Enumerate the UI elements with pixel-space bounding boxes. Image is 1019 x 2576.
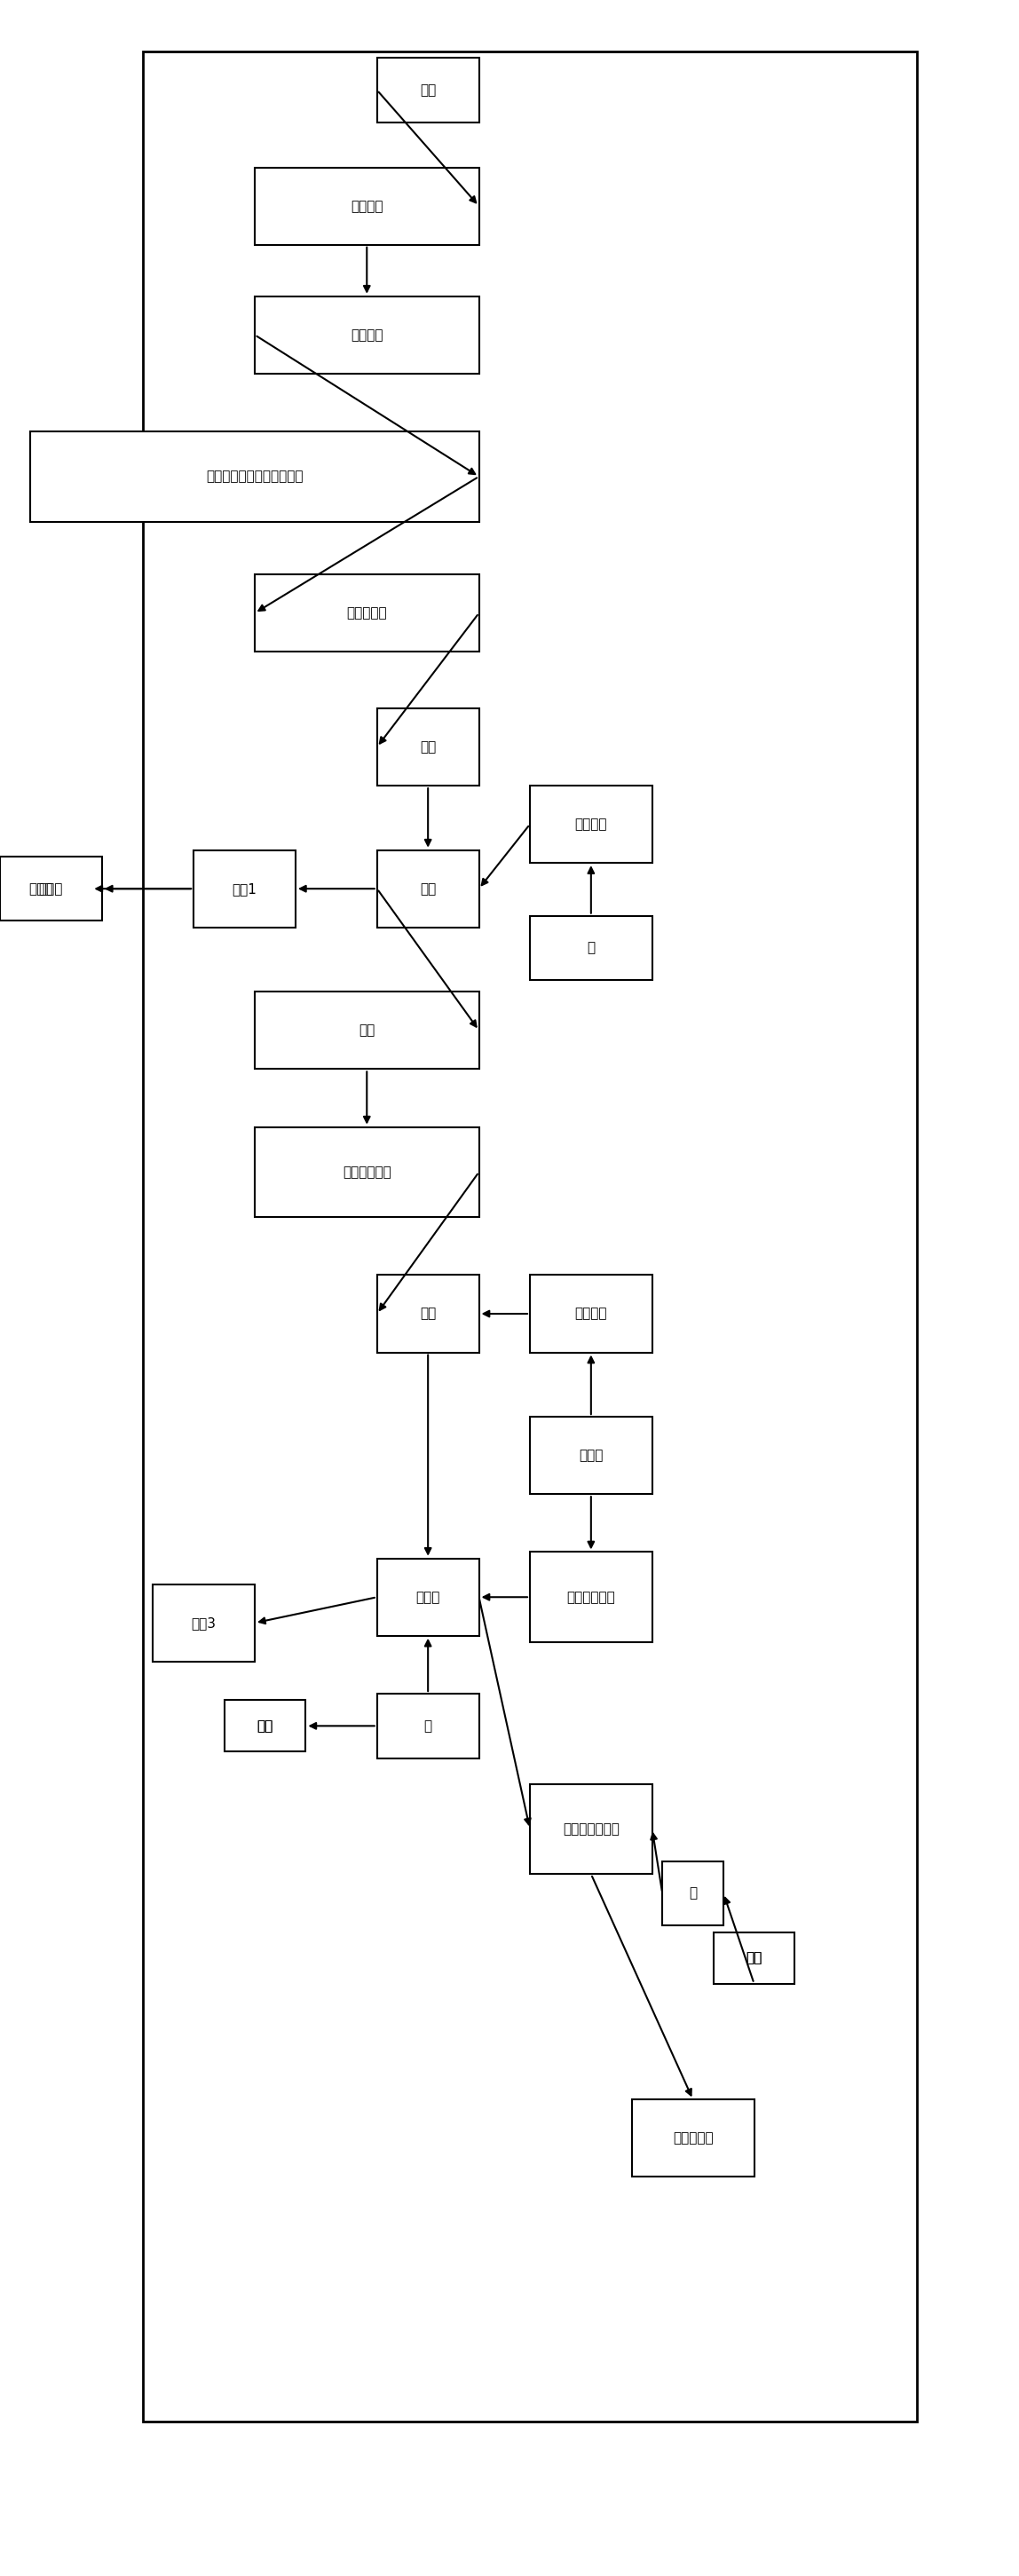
Text: 有机肥: 有机肥 bbox=[29, 881, 53, 896]
FancyBboxPatch shape bbox=[377, 1275, 479, 1352]
Text: 星均合并: 星均合并 bbox=[575, 1306, 607, 1321]
FancyBboxPatch shape bbox=[255, 574, 479, 652]
FancyBboxPatch shape bbox=[255, 167, 479, 245]
Text: 有机肥: 有机肥 bbox=[39, 881, 63, 896]
FancyBboxPatch shape bbox=[255, 1128, 479, 1218]
Text: 混合氨基酸液: 混合氨基酸液 bbox=[567, 1589, 615, 1605]
FancyBboxPatch shape bbox=[194, 850, 296, 927]
Text: 固体1: 固体1 bbox=[232, 881, 257, 896]
Text: 酸碱处理: 酸碱处理 bbox=[351, 327, 383, 343]
FancyBboxPatch shape bbox=[377, 850, 479, 927]
FancyBboxPatch shape bbox=[153, 1584, 255, 1662]
FancyBboxPatch shape bbox=[632, 2099, 754, 2177]
FancyBboxPatch shape bbox=[143, 52, 917, 2421]
FancyBboxPatch shape bbox=[377, 59, 479, 124]
Text: 饲料添加剂: 饲料添加剂 bbox=[673, 2130, 713, 2146]
FancyBboxPatch shape bbox=[530, 1553, 652, 1643]
FancyBboxPatch shape bbox=[662, 1860, 723, 1927]
FancyBboxPatch shape bbox=[713, 1932, 795, 1984]
FancyBboxPatch shape bbox=[377, 1695, 479, 1759]
Text: 腐殖酶、氧化酶、蛋白酶等: 腐殖酶、氧化酶、蛋白酶等 bbox=[206, 469, 304, 484]
Text: 水: 水 bbox=[587, 940, 595, 956]
Text: 排放: 排放 bbox=[746, 1950, 762, 1965]
Text: 排放: 排放 bbox=[257, 1718, 273, 1734]
Text: 聚集: 聚集 bbox=[420, 1306, 436, 1321]
FancyBboxPatch shape bbox=[530, 786, 652, 863]
Text: 阴离子交换膜: 阴离子交换膜 bbox=[342, 1164, 391, 1180]
FancyBboxPatch shape bbox=[224, 1700, 306, 1752]
FancyBboxPatch shape bbox=[255, 296, 479, 374]
Text: 精过滤: 精过滤 bbox=[416, 1589, 440, 1605]
Text: 混合氨基酸固体: 混合氨基酸固体 bbox=[562, 1821, 620, 1837]
FancyBboxPatch shape bbox=[255, 992, 479, 1069]
FancyBboxPatch shape bbox=[530, 1275, 652, 1352]
FancyBboxPatch shape bbox=[530, 1785, 652, 1875]
Text: 排放: 排放 bbox=[257, 1718, 273, 1734]
FancyBboxPatch shape bbox=[0, 855, 102, 922]
Text: 洗脱液: 洗脱液 bbox=[579, 1448, 603, 1463]
FancyBboxPatch shape bbox=[377, 1558, 479, 1636]
Text: 发酵罐处理: 发酵罐处理 bbox=[346, 605, 387, 621]
FancyBboxPatch shape bbox=[530, 917, 652, 981]
Text: 排放: 排放 bbox=[746, 1950, 762, 1965]
FancyBboxPatch shape bbox=[377, 708, 479, 786]
Text: 发酵: 发酵 bbox=[420, 739, 436, 755]
Text: 萃取: 萃取 bbox=[359, 1023, 375, 1038]
Text: 鸡粪: 鸡粪 bbox=[420, 82, 436, 98]
Text: 过滤: 过滤 bbox=[420, 881, 436, 896]
FancyBboxPatch shape bbox=[31, 433, 479, 523]
Text: 水: 水 bbox=[689, 1886, 697, 1901]
Text: 合并乙醇: 合并乙醇 bbox=[575, 817, 607, 832]
FancyBboxPatch shape bbox=[530, 1417, 652, 1494]
Text: 天然发酵: 天然发酵 bbox=[351, 198, 383, 214]
Text: 水: 水 bbox=[424, 1718, 432, 1734]
Text: 固体3: 固体3 bbox=[192, 1615, 216, 1631]
